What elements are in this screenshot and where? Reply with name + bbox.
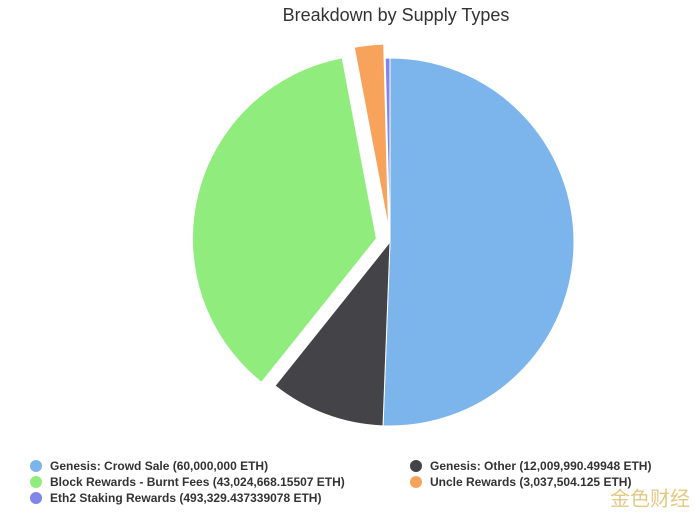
- legend-label: Genesis: Crowd Sale (60,000,000 ETH): [50, 459, 268, 473]
- pie-slice: [353, 43, 390, 229]
- legend-marker: [410, 476, 422, 488]
- legend-label: Block Rewards - Burnt Fees (43,024,668.1…: [50, 475, 345, 489]
- pie-slice: [384, 57, 391, 243]
- legend-label: Genesis: Other (12,009,990.49948 ETH): [430, 459, 651, 473]
- legend-marker: [30, 492, 42, 504]
- pie-slice: [274, 240, 391, 427]
- pie-slice: [382, 57, 575, 427]
- chart-title: Breakdown by Supply Types: [283, 5, 510, 25]
- pie-slice: [191, 57, 377, 384]
- legend-label: Uncle Rewards (3,037,504.125 ETH): [430, 475, 631, 489]
- legend-marker: [30, 476, 42, 488]
- watermark: 金色财经: [610, 487, 690, 510]
- legend-marker: [410, 460, 422, 472]
- legend-label: Eth2 Staking Rewards (493,329.437339078 …: [50, 491, 321, 505]
- legend-marker: [30, 460, 42, 472]
